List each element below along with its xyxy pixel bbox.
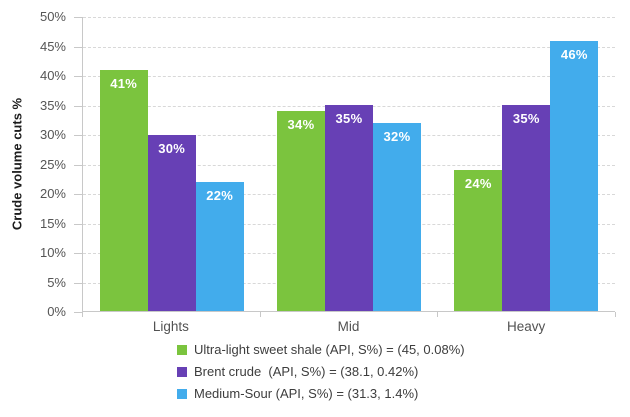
- y-tick-mark: [74, 46, 82, 48]
- bar: 22%: [195, 181, 244, 311]
- y-tick-label: 15%: [39, 215, 66, 231]
- bar: 30%: [147, 134, 196, 311]
- bar-value-label: 41%: [110, 75, 138, 91]
- category-label-mid: Mid: [337, 319, 360, 334]
- y-tick-label: 25%: [39, 156, 66, 172]
- bar-group-heavy: 24% 35% 46%: [438, 17, 615, 311]
- x-axis-labels: Lights Mid Heavy: [82, 319, 615, 334]
- bar-value-label: 35%: [512, 111, 540, 127]
- legend-swatch-icon: [177, 366, 187, 377]
- legend-label: Brent crude (API, S%) = (38.1, 0.42%): [194, 364, 419, 379]
- y-tick-mark: [74, 76, 82, 77]
- y-tick-label: 40%: [39, 68, 66, 83]
- bar-value-label: 35%: [335, 111, 363, 127]
- y-tick-label: 35%: [39, 97, 66, 113]
- y-tick-mark: [74, 17, 82, 18]
- y-tick-mark: [74, 135, 82, 136]
- y-tick-mark: [74, 312, 82, 313]
- x-tick-mark: [259, 312, 261, 317]
- y-tick-mark: [74, 253, 82, 254]
- y-tick-mark: [74, 194, 82, 195]
- y-tick-mark: [74, 282, 82, 284]
- bar: 46%: [550, 40, 599, 311]
- y-tick-mark: [74, 164, 82, 166]
- x-tick-mark: [615, 312, 616, 317]
- category-label-lights: Lights: [152, 319, 189, 334]
- y-tick-label: 5%: [47, 274, 66, 290]
- bar: 34%: [276, 111, 325, 311]
- bar-value-label: 22%: [206, 187, 234, 203]
- bar: 35%: [502, 105, 551, 311]
- legend-swatch-icon: [177, 344, 187, 355]
- bar: 35%: [324, 105, 373, 311]
- legend: Ultra-light sweet shale (API, S%) = (45,…: [177, 342, 465, 408]
- legend-label: Ultra-light sweet shale (API, S%) = (45,…: [194, 342, 465, 357]
- bar-value-label: 24%: [464, 175, 492, 191]
- y-tick-label: 50%: [39, 9, 66, 24]
- plot-area: 41% 30% 22% 34% 35% 32% 24% 35% 46%: [82, 17, 615, 312]
- x-tick-mark: [82, 312, 83, 317]
- y-tick-label: 30%: [39, 127, 66, 142]
- legend-item: Medium-Sour (API, S%) = (31.3, 1.4%): [177, 386, 465, 401]
- bar-value-label: 34%: [287, 117, 315, 133]
- gridline: [83, 76, 615, 77]
- gridline: [83, 46, 615, 48]
- bar: 24%: [454, 169, 503, 311]
- x-tick-mark: [437, 312, 439, 317]
- bar: 41%: [99, 69, 148, 311]
- y-tick-label: 0%: [47, 304, 66, 319]
- legend-label: Medium-Sour (API, S%) = (31.3, 1.4%): [194, 386, 419, 401]
- bar-value-label: 46%: [560, 46, 588, 62]
- bar-value-label: 32%: [383, 128, 411, 144]
- bar-group-mid: 34% 35% 32%: [260, 17, 437, 311]
- y-tick-label: 10%: [39, 245, 66, 260]
- legend-item: Brent crude (API, S%) = (38.1, 0.42%): [177, 364, 465, 379]
- legend-swatch-icon: [177, 388, 187, 399]
- bar: 32%: [372, 122, 421, 311]
- y-tick-mark: [74, 223, 82, 225]
- gridline: [83, 17, 615, 18]
- y-tick-mark: [74, 105, 82, 107]
- bar-value-label: 30%: [158, 140, 186, 156]
- y-tick-label: 45%: [39, 38, 66, 54]
- category-label-heavy: Heavy: [507, 319, 546, 334]
- y-tick-label: 20%: [39, 186, 66, 201]
- legend-item: Ultra-light sweet shale (API, S%) = (45,…: [177, 342, 465, 357]
- bar-group-lights: 41% 30% 22%: [83, 17, 260, 311]
